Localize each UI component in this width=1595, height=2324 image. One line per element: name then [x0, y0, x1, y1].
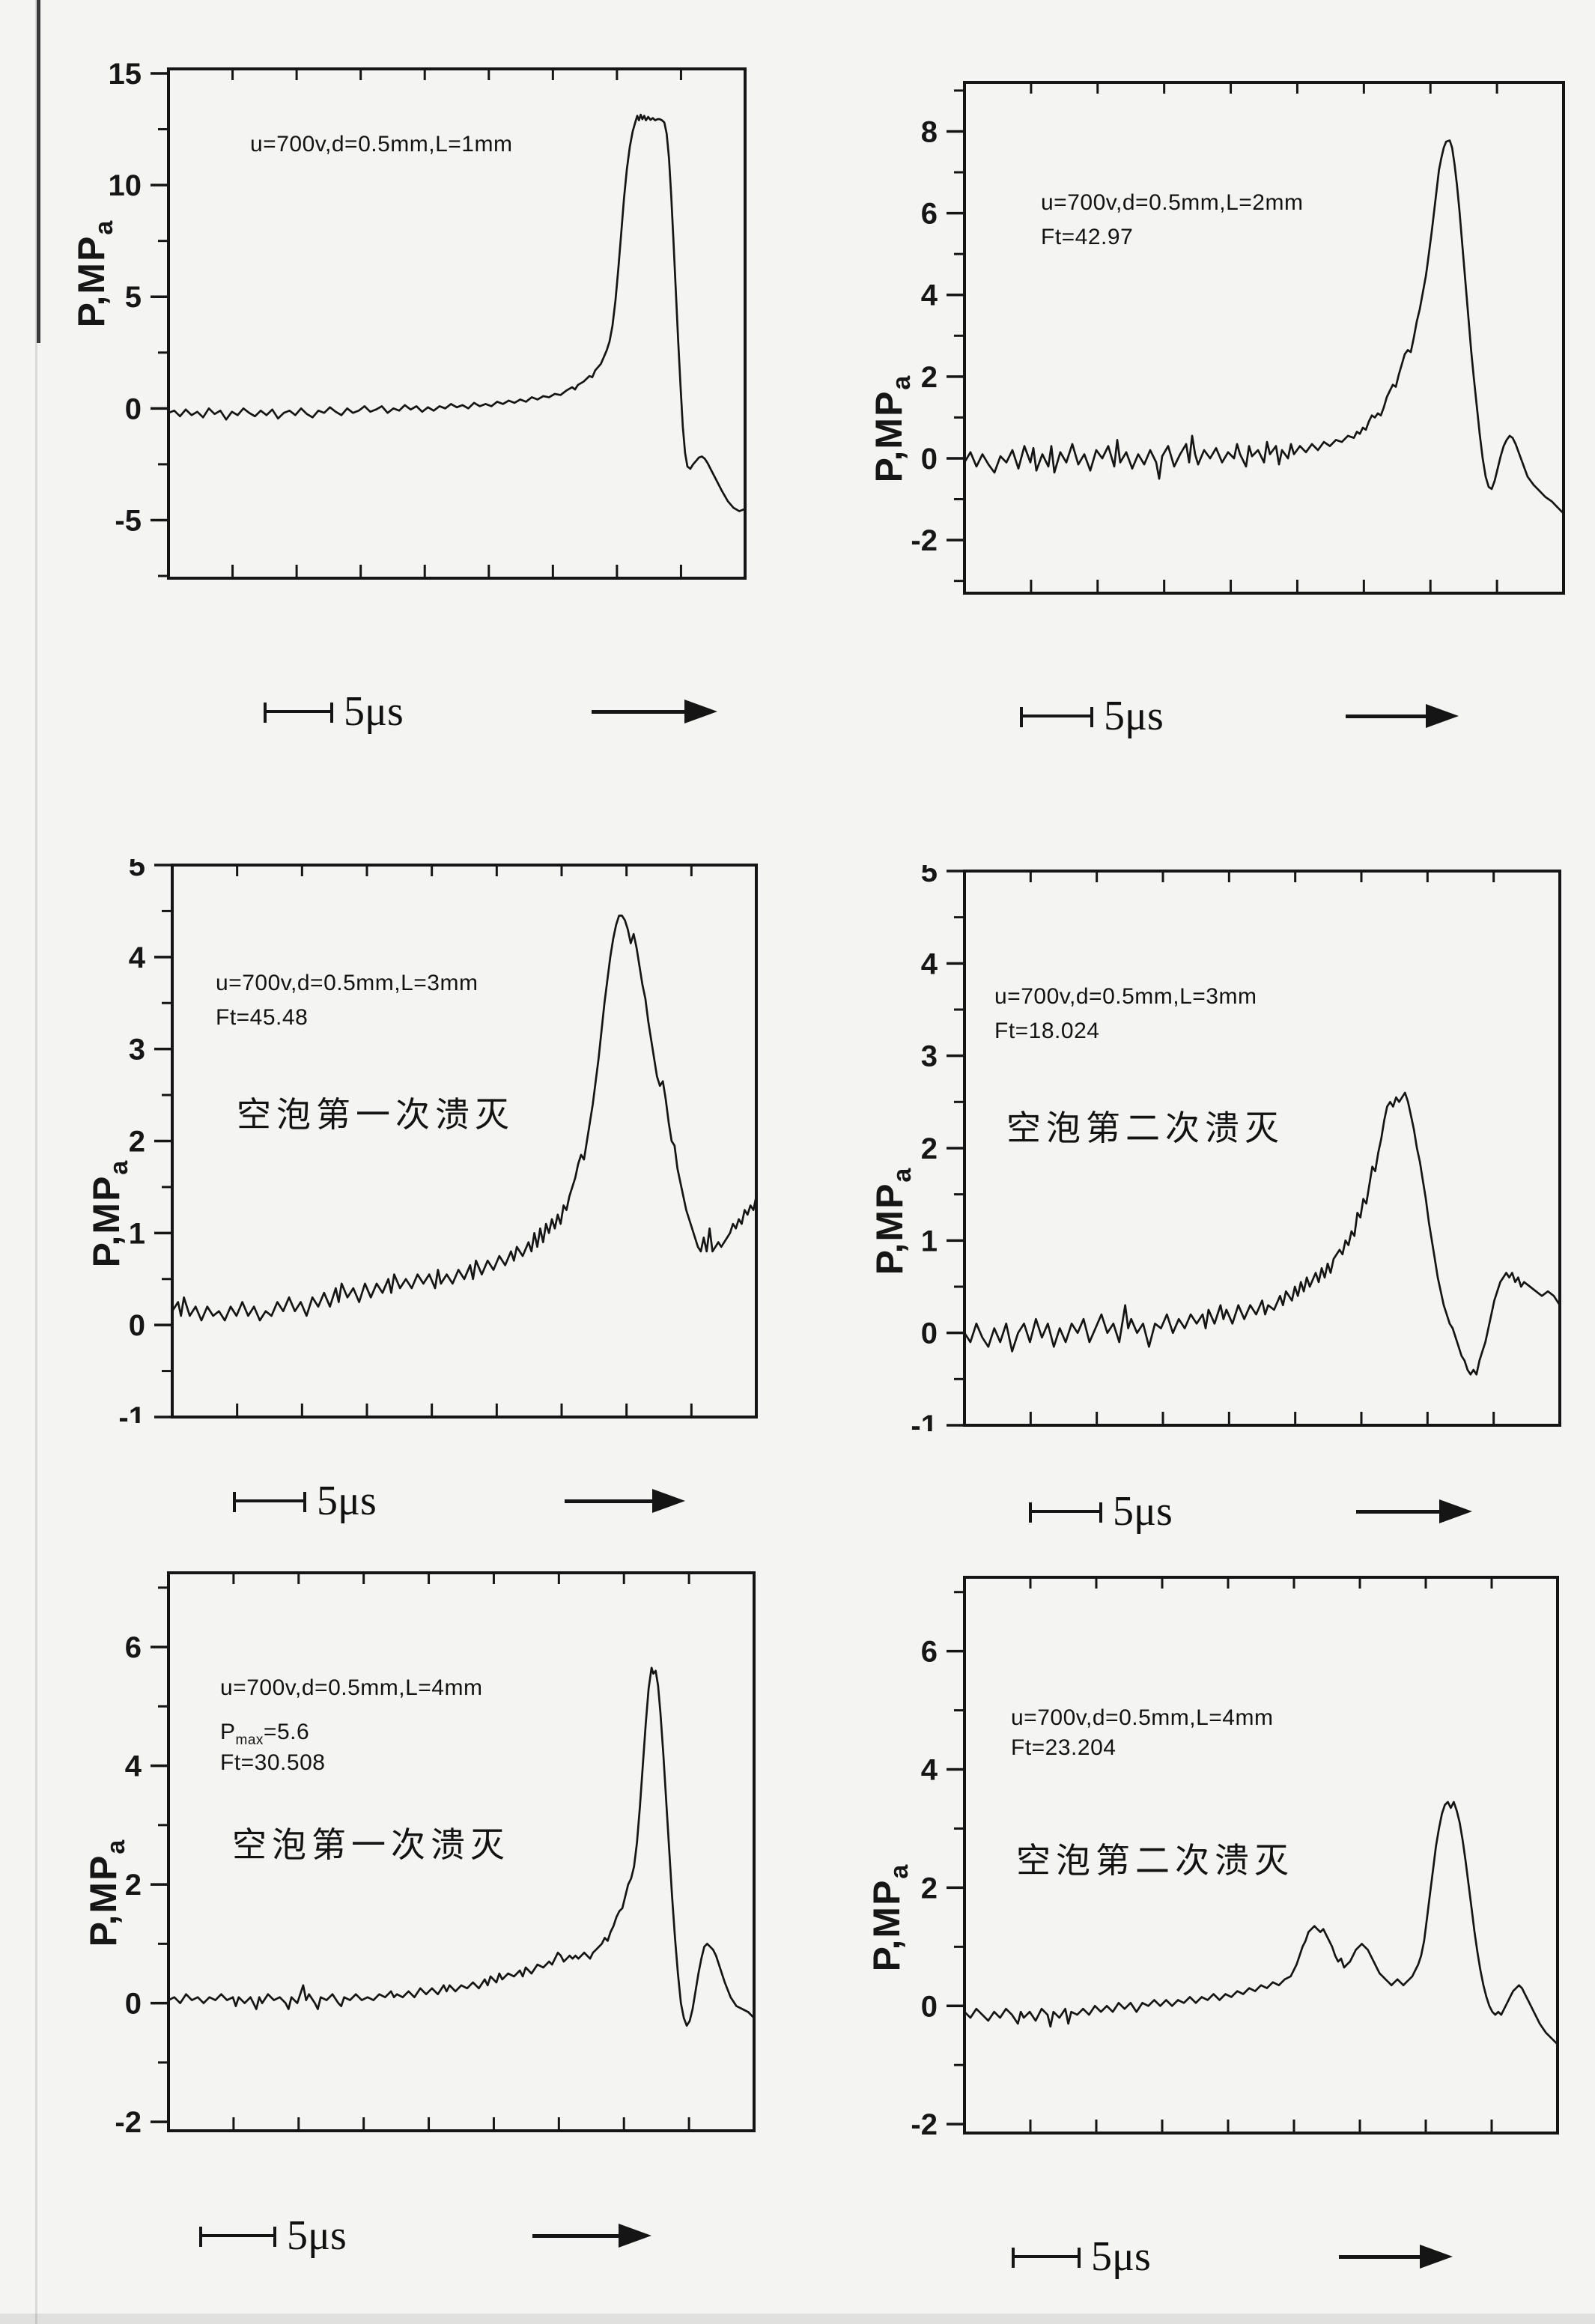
scale-bar-line	[1020, 707, 1093, 727]
y-tick-label: 2	[129, 1126, 145, 1159]
chart-params-label: u=700v,d=0.5mm,L=3mm	[216, 971, 478, 995]
scale-bar-line	[264, 703, 333, 723]
y-tick-label: 0	[129, 1309, 145, 1342]
chart-panel-L1mm-first: 15 10 5 0 -5 u=700v,d=0.5mm,L=1mm	[71, 63, 753, 587]
time-arrow-icon	[565, 1489, 685, 1513]
ft-value-label: Ft=23.204	[1011, 1735, 1116, 1760]
scale-bar-line	[233, 1492, 306, 1512]
y-tick-label: 10	[109, 169, 142, 202]
y-axis-label: P,MPa	[85, 1159, 133, 1268]
y-tick-label: 0	[125, 1988, 142, 2021]
scale-bar-line	[1012, 2248, 1081, 2268]
y-tick-label: 3	[129, 1034, 145, 1067]
time-arrow-icon	[532, 2224, 651, 2248]
chart-params-label: u=700v,d=0.5mm,L=4mm	[1011, 1705, 1274, 1730]
y-axis-label: P,MPa	[866, 1863, 914, 1972]
chart-panel-L3mm-first-collapse: 5 4 3 2 1 0 -1 u=700v,d=0.5mm,L=3mm Ft=45.48 空…	[75, 859, 764, 1428]
pressure-chart: 15 10 5 0 -5	[109, 63, 747, 580]
time-arrow-icon	[1339, 2245, 1453, 2269]
y-tick-label: 1	[129, 1217, 145, 1250]
ft-value-label: Ft=18.024	[994, 1019, 1100, 1043]
y-tick-label: 1	[921, 1225, 938, 1257]
y-tick-label: 4	[921, 947, 938, 980]
pressure-chart: 6 4 2 0 -2	[115, 1571, 756, 2137]
chart-params-label: u=700v,d=0.5mm,L=3mm	[994, 984, 1257, 1009]
pressure-trace	[167, 113, 747, 512]
pressure-chart: 5 4 3 2 1 0 -1	[911, 865, 1561, 1431]
y-axis-label: P,MPa	[868, 374, 916, 483]
collapse-caption: 空泡第一次溃灭	[232, 1825, 510, 1864]
pressure-trace	[963, 1800, 1559, 2045]
y-tick-label: 5	[921, 865, 938, 888]
chart-panel-L3mm-second-collapse: 5 4 3 2 1 0 -1 u=700v,d=0.5mm,L=3mm Ft=18.024 …	[867, 865, 1571, 1434]
chart-panel-L4mm-first-collapse: 6 4 2 0 -2 u=700v,d=0.5mm,L=4mm Pmax=5.6 Ft=…	[71, 1567, 764, 2144]
y-tick-label: -2	[911, 2108, 938, 2139]
y-tick-label: -1	[118, 1401, 145, 1423]
y-tick-label: 0	[921, 1990, 938, 2023]
chart-params-label: u=700v,d=0.5mm,L=2mm	[1041, 190, 1304, 215]
ft-value-label: Ft=45.48	[216, 1005, 309, 1030]
time-arrow-icon	[1346, 704, 1459, 728]
y-tick-label: 4	[921, 1754, 938, 1787]
scale-bar-line	[1029, 1502, 1102, 1523]
y-tick-label: 5	[125, 281, 142, 314]
scale-bar-line	[199, 2227, 276, 2247]
pressure-trace	[963, 1091, 1561, 1376]
ft-value-label: Ft=42.97	[1041, 225, 1134, 249]
y-tick-label: -5	[115, 504, 142, 537]
time-arrow-icon	[1356, 1499, 1472, 1523]
y-tick-label: 6	[125, 1631, 142, 1664]
y-tick-label: -1	[911, 1410, 938, 1431]
y-tick-label: 6	[921, 198, 938, 231]
scan-edge-line-dark	[37, 0, 40, 343]
y-tick-label: 6	[921, 1636, 938, 1669]
y-tick-label: -2	[115, 2106, 142, 2137]
y-tick-label: 0	[921, 443, 938, 476]
chart-params-label: u=700v,d=0.5mm,L=4mm	[220, 1675, 483, 1700]
y-tick-label: 4	[125, 1750, 142, 1783]
y-tick-label: 0	[125, 392, 142, 425]
y-tick-label: 8	[921, 115, 938, 148]
y-tick-label: 2	[125, 1869, 142, 1902]
scan-bottom-shade	[0, 2314, 1595, 2324]
pressure-trace	[963, 139, 1565, 515]
y-tick-label: 2	[921, 1872, 938, 1905]
time-arrow-icon	[592, 700, 717, 723]
y-axis-label: P,MPa	[82, 1838, 130, 1947]
y-tick-label: 4	[921, 279, 938, 312]
pressure-chart: 8 6 4 2 0 -2	[911, 81, 1565, 595]
y-tick-label: 2	[921, 1132, 938, 1165]
y-tick-label: 15	[109, 63, 142, 91]
pressure-trace	[171, 914, 758, 1322]
pressure-chart: 5 4 3 2 1 0 -1	[118, 859, 758, 1423]
y-tick-label: 3	[921, 1040, 938, 1073]
y-tick-label: 5	[129, 859, 145, 882]
y-tick-label: 4	[129, 941, 146, 974]
scan-edge-line-faint	[35, 0, 37, 2324]
pressure-chart: 6 4 2 0 -2	[911, 1576, 1559, 2139]
y-tick-label: 2	[921, 361, 938, 394]
chart-params-label: u=700v,d=0.5mm,L=1mm	[250, 132, 513, 157]
collapse-caption: 空泡第二次溃灭	[1006, 1108, 1284, 1147]
pressure-trace	[167, 1666, 756, 2027]
collapse-caption: 空泡第一次溃灭	[237, 1095, 514, 1134]
y-tick-label: -2	[911, 524, 938, 557]
pmax-label: Pmax=5.6	[220, 1720, 310, 1748]
ft-value-label: Ft=30.508	[220, 1750, 326, 1775]
y-axis-label: P,MPa	[70, 219, 118, 328]
y-axis-label: P,MPa	[869, 1166, 917, 1275]
y-tick-label: 0	[921, 1317, 938, 1350]
chart-panel-L4mm-second-collapse: 6 4 2 0 -2 u=700v,d=0.5mm,L=4mm Ft=23.204 空泡…	[867, 1571, 1571, 2148]
chart-panel-L2mm: 8 6 4 2 0 -2 u=700v,d=0.5mm,L=2mm Ft=42.97	[867, 76, 1571, 601]
collapse-caption: 空泡第二次溃灭	[1016, 1841, 1294, 1880]
